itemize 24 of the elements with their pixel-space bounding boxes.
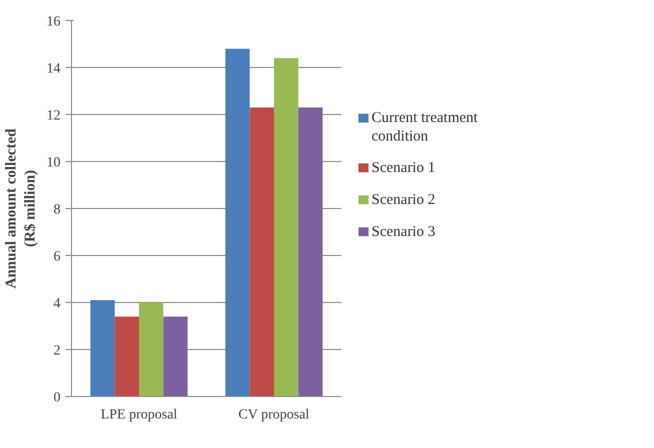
bar [139,302,164,396]
x-tick-label: CV proposal [238,408,310,422]
y-tick-label: 10 [46,156,60,170]
y-tick-label: 2 [54,344,60,358]
y-tick-label: 14 [46,62,60,76]
y-tick-label: 8 [54,202,60,218]
y-tick-label: 16 [46,14,60,30]
y-tick-label: 12 [46,108,60,124]
legend-label: Scenario 2 [372,192,436,208]
bar [163,316,188,396]
x-tick-label: LPE proposal [100,408,178,422]
y-tick-label: 4 [54,296,60,312]
y-axis-title: Annual amount collected (R$ million) [3,128,38,288]
bar [274,58,298,396]
bar [114,316,139,396]
bar [250,107,274,396]
y-tick-label: 6 [54,250,60,264]
legend-label: Scenario 1 [372,160,436,176]
legend-label: Current treatment condition [372,110,479,145]
bar [298,107,323,396]
y-tick-label: 0 [54,390,60,406]
legend-label: Scenario 3 [372,224,436,240]
bar [225,48,250,396]
bar [90,300,115,396]
